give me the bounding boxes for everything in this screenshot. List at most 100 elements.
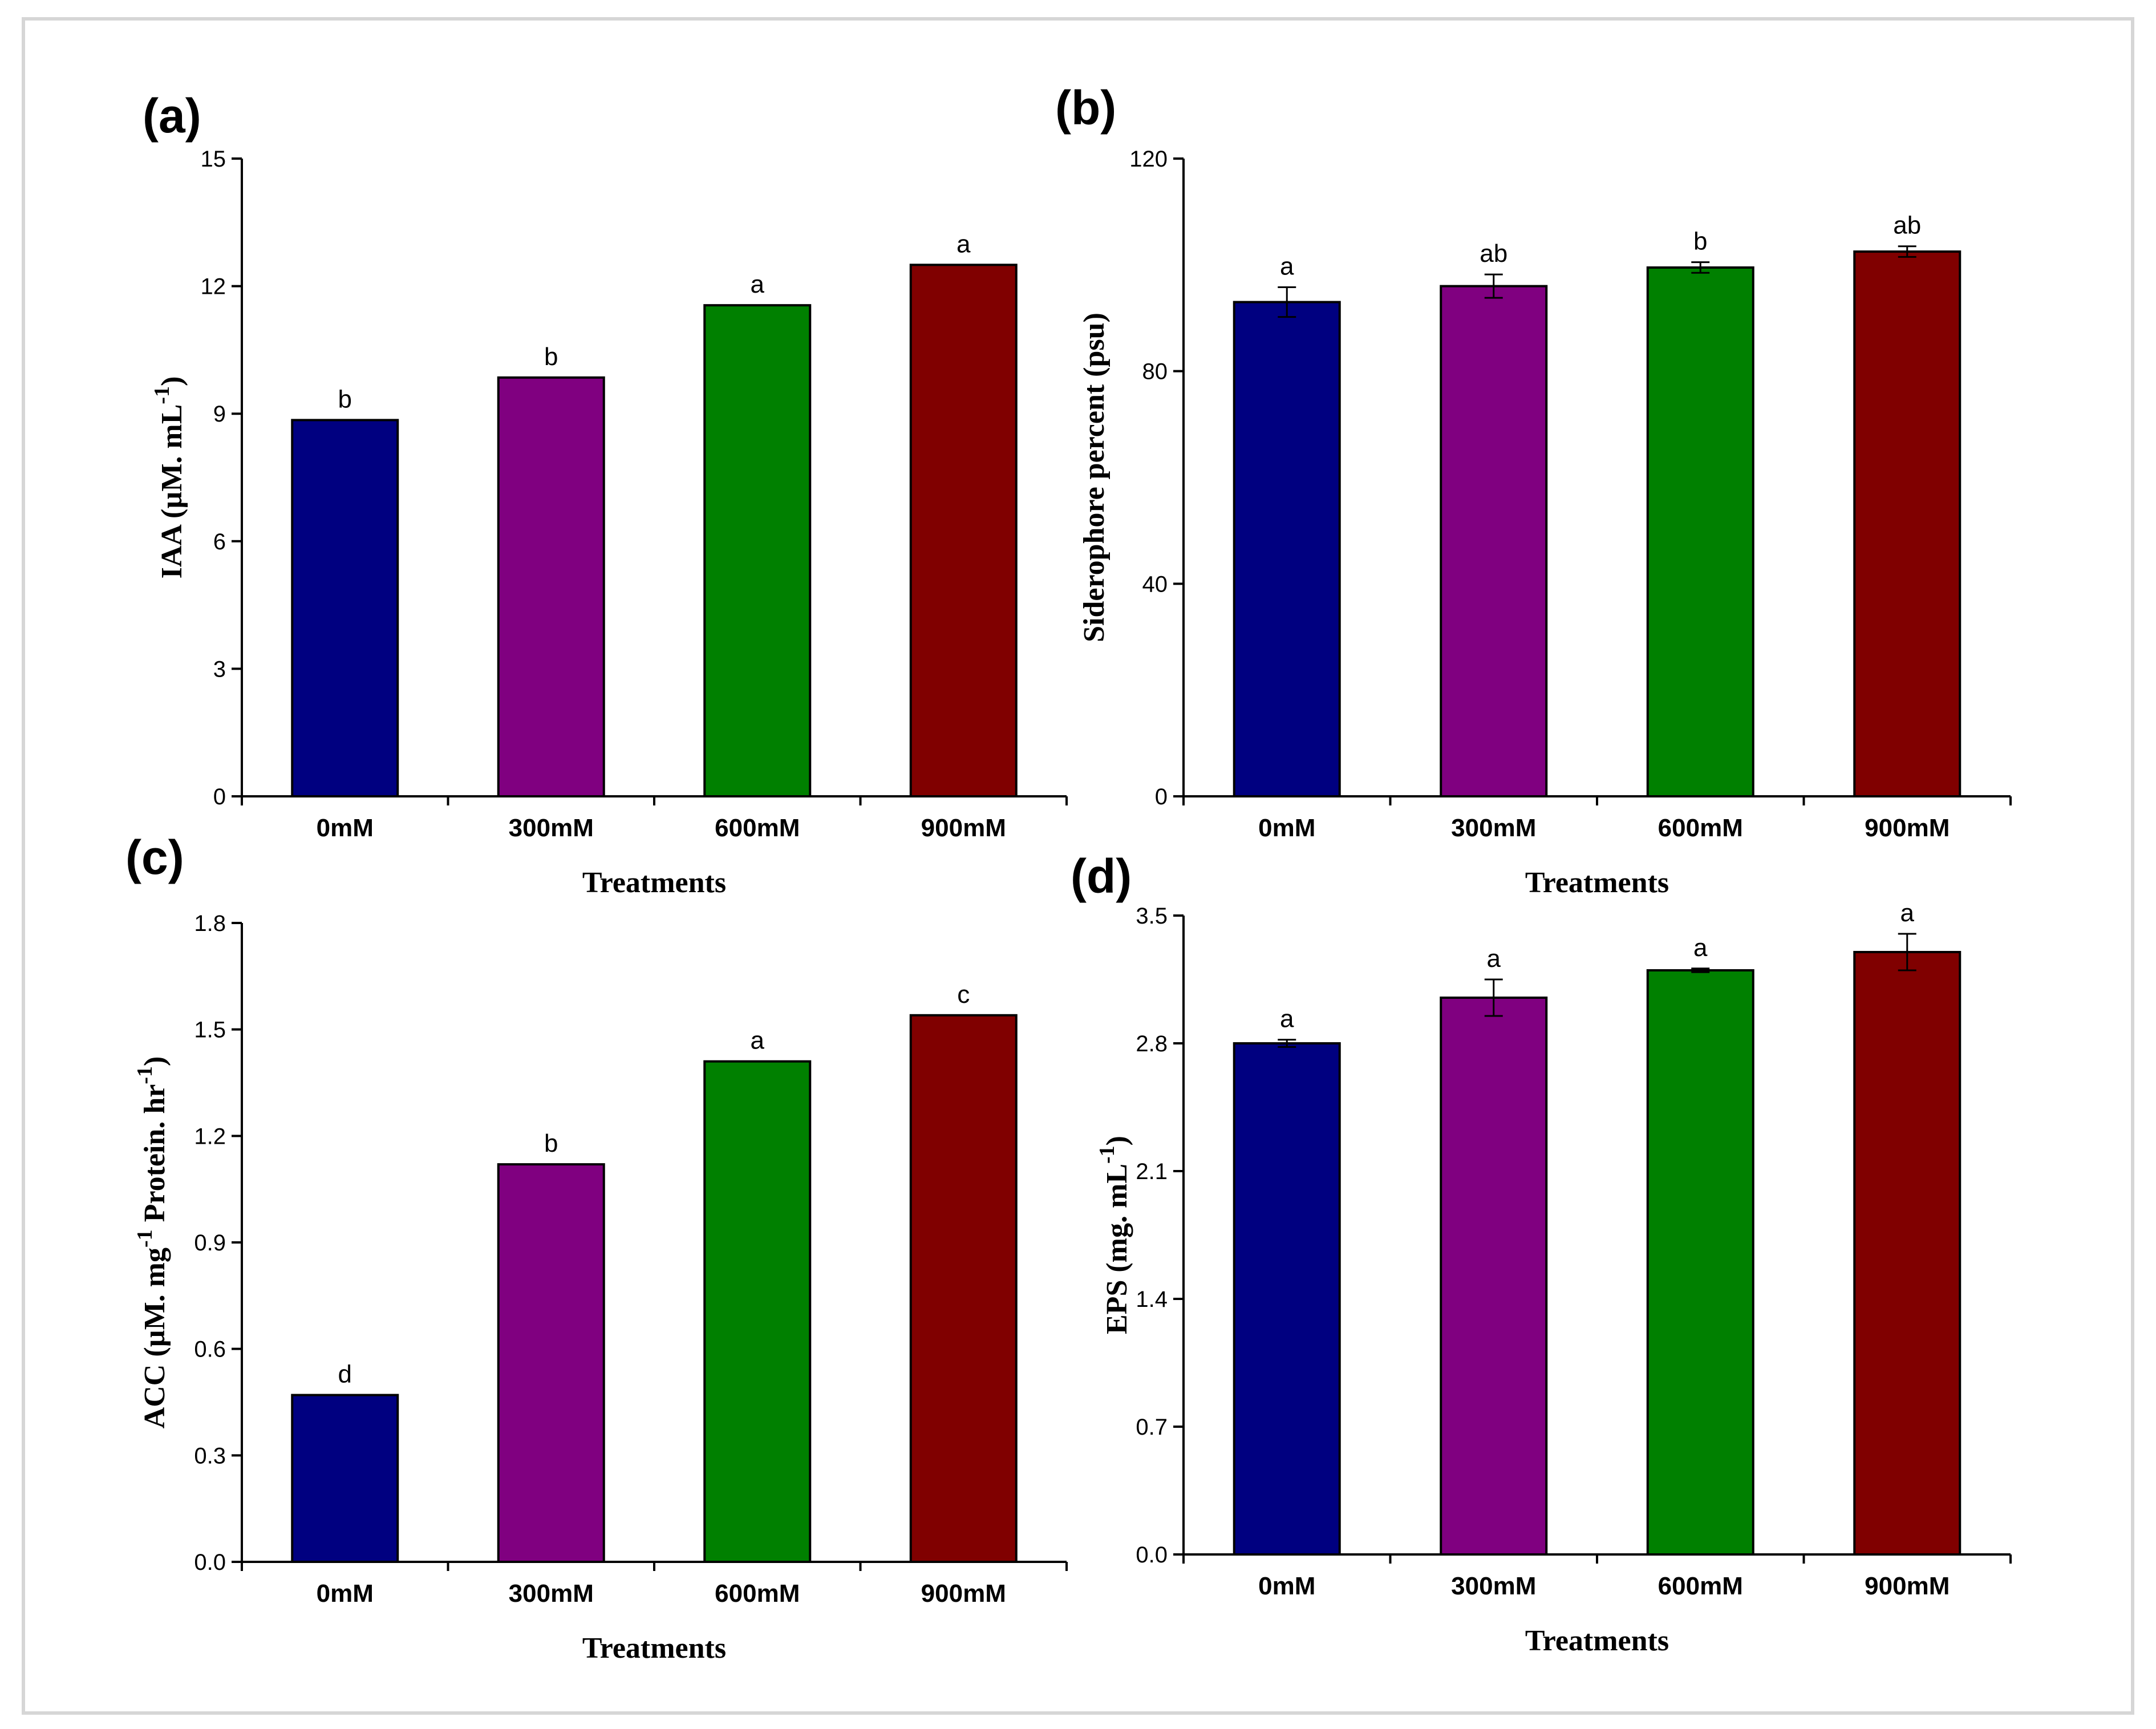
bar-0mM	[1233, 301, 1341, 797]
significance-letter: a	[751, 1027, 765, 1055]
significance-letter: a	[1280, 252, 1294, 280]
y-axis-title-part: )	[156, 376, 188, 386]
x-tick-label: 900mM	[921, 814, 1006, 842]
y-tick-label: 2.1	[1136, 1159, 1168, 1184]
x-axis-title: Treatments	[1525, 1625, 1669, 1657]
y-tick-label: 0.0	[194, 1550, 226, 1575]
x-axis-title: Treatments	[582, 866, 726, 899]
x-tick-label: 600mM	[1658, 1572, 1743, 1600]
bar-900mM	[909, 1014, 1018, 1564]
panel-letter: (c)	[125, 831, 184, 884]
y-axis-title-part: IAA (µM. mL	[156, 404, 188, 579]
y-tick-label: 0.0	[1136, 1542, 1168, 1568]
panel-letter: (b)	[1055, 81, 1116, 135]
x-tick-label: 600mM	[715, 1580, 800, 1607]
bar-300mM	[497, 1163, 605, 1563]
significance-letter: b	[338, 385, 352, 413]
significance-letter: a	[1280, 1005, 1294, 1033]
bar-600mM	[1646, 969, 1754, 1556]
significance-letter: a	[1900, 899, 1915, 927]
y-axis-title-part: )	[139, 1056, 171, 1066]
x-tick-label: 900mM	[921, 1580, 1006, 1607]
bar-300mM	[1440, 997, 1548, 1556]
significance-letter: b	[544, 1129, 558, 1157]
y-tick-label: 0	[213, 784, 226, 809]
y-tick-label: 15	[201, 147, 226, 172]
y-tick-label: 1.5	[194, 1018, 226, 1043]
y-axis-title-superscript: -1	[133, 1229, 157, 1248]
significance-letter: a	[751, 270, 765, 298]
x-tick-label: 300mM	[509, 1580, 594, 1607]
y-axis-title-superscript: -1	[1095, 1145, 1119, 1164]
x-tick-label: 900mM	[1865, 814, 1950, 842]
y-tick-label: 9	[213, 402, 226, 427]
error-bar	[1484, 978, 1503, 1017]
bar-600mM	[703, 304, 812, 797]
panel-letter: (d)	[1071, 849, 1132, 903]
bar-0mM	[1233, 1042, 1341, 1556]
y-tick-label: 0.7	[1136, 1415, 1168, 1440]
significance-letter: c	[957, 981, 970, 1009]
y-axis-title: Siderophore percent (psu)	[1078, 313, 1111, 642]
y-tick-label: 40	[1142, 572, 1168, 597]
bar-900mM	[1853, 951, 1962, 1556]
x-tick-label: 0mM	[317, 1580, 374, 1607]
y-tick-label: 0.9	[194, 1230, 226, 1256]
significance-letter: b	[544, 343, 558, 371]
y-tick-label: 0	[1155, 784, 1168, 809]
y-tick-label: 3	[213, 657, 226, 682]
x-tick-label: 300mM	[1451, 814, 1536, 842]
y-tick-label: 1.4	[1136, 1287, 1168, 1312]
x-tick-label: 300mM	[509, 814, 594, 842]
bar-0mM	[291, 1394, 399, 1564]
y-axis-title-part: EPS (mg. mL	[1101, 1164, 1133, 1334]
chart-panel-2: (b) a 0mM ab 300mM b 600mM ab 900mM 0 40 80 120 Treat…	[1055, 81, 2012, 899]
y-axis-title-superscript: -1	[150, 386, 174, 404]
error-bar	[1691, 261, 1710, 274]
error-bar	[1484, 273, 1503, 299]
bar-300mM	[497, 376, 605, 797]
x-tick-label: 0mM	[317, 814, 374, 842]
x-tick-label: 600mM	[1658, 814, 1743, 842]
bar-900mM	[909, 264, 1018, 798]
y-tick-label: 2.8	[1136, 1031, 1168, 1056]
bar-0mM	[291, 419, 399, 797]
error-bar	[1898, 245, 1916, 258]
y-axis-title-part: ACC (µM. mg	[139, 1248, 171, 1428]
y-tick-label: 1.8	[194, 911, 226, 936]
significance-letter: b	[1693, 228, 1707, 256]
y-axis-title-part: Siderophore percent (psu)	[1078, 313, 1111, 642]
error-bar	[1278, 1039, 1296, 1048]
bar-900mM	[1853, 250, 1962, 797]
y-tick-label: 0.3	[194, 1443, 226, 1468]
y-tick-label: 12	[201, 274, 226, 299]
significance-letter: ab	[1893, 212, 1921, 240]
y-axis-title-part: Protein. hr	[139, 1084, 171, 1230]
significance-letter: a	[1693, 934, 1708, 962]
chart-panel-1: (a) b 0mM b 300mM a 600mM a 900mM 0 3 6 9 12 15 Treatme…	[143, 89, 1068, 899]
y-tick-label: 1.2	[194, 1124, 226, 1149]
x-axis-title: Treatments	[1525, 866, 1669, 899]
error-bar	[1278, 286, 1296, 318]
significance-letter: d	[338, 1360, 352, 1388]
chart-panel-3: (c) d 0mM b 300mM a 600mM c 900mM 0.0 0.3 0.6 0.9 1.2…	[125, 831, 1068, 1665]
significance-letter: ab	[1480, 240, 1507, 268]
x-tick-label: 900mM	[1865, 1572, 1950, 1600]
chart-panel-4: (d) a 0mM a 300mM a 600mM a 900mM 0.0 0.7 1.4 2.1 2.8…	[1071, 849, 2012, 1657]
x-tick-label: 300mM	[1451, 1572, 1536, 1600]
bar-600mM	[703, 1060, 812, 1563]
x-tick-label: 600mM	[715, 814, 800, 842]
error-bar	[1691, 967, 1710, 973]
y-axis-title: EPS (mg. mL-1)	[1095, 1136, 1133, 1334]
bar-600mM	[1646, 266, 1754, 798]
x-tick-label: 0mM	[1258, 814, 1315, 842]
bar-300mM	[1440, 285, 1548, 798]
y-tick-label: 80	[1142, 359, 1168, 384]
panel-letter: (a)	[143, 89, 201, 143]
x-axis-title: Treatments	[582, 1632, 726, 1665]
y-tick-label: 120	[1129, 147, 1168, 172]
y-axis-title: ACC (µM. mg-1 Protein. hr-1)	[133, 1056, 171, 1429]
error-bar	[1898, 933, 1916, 971]
y-tick-label: 6	[213, 529, 226, 554]
